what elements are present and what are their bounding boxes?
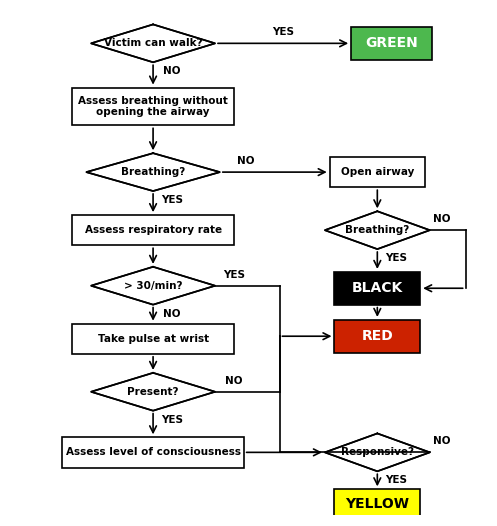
Text: Victim can walk?: Victim can walk? — [104, 38, 202, 48]
Polygon shape — [325, 211, 430, 249]
FancyBboxPatch shape — [63, 437, 244, 468]
Text: NO: NO — [164, 66, 181, 76]
Text: > 30/min?: > 30/min? — [124, 281, 182, 291]
Text: Assess respiratory rate: Assess respiratory rate — [84, 225, 222, 235]
Text: RED: RED — [361, 329, 393, 343]
Text: NO: NO — [238, 156, 255, 166]
Text: Present?: Present? — [127, 387, 179, 397]
Text: NO: NO — [433, 436, 450, 446]
Text: Take pulse at wrist: Take pulse at wrist — [97, 333, 209, 344]
Polygon shape — [91, 373, 215, 411]
FancyBboxPatch shape — [351, 27, 432, 60]
FancyBboxPatch shape — [72, 215, 234, 245]
FancyBboxPatch shape — [334, 489, 420, 520]
Text: YES: YES — [385, 476, 408, 485]
Text: Responsive?: Responsive? — [341, 447, 414, 458]
Text: NO: NO — [226, 376, 243, 386]
FancyBboxPatch shape — [330, 157, 425, 187]
Text: Breathing?: Breathing? — [121, 167, 185, 177]
Polygon shape — [86, 153, 220, 191]
Text: Breathing?: Breathing? — [345, 225, 410, 235]
Text: YES: YES — [272, 27, 294, 37]
FancyBboxPatch shape — [334, 272, 420, 305]
FancyBboxPatch shape — [334, 320, 420, 352]
Text: NO: NO — [433, 214, 450, 224]
Text: Open airway: Open airway — [340, 167, 414, 177]
Text: YES: YES — [385, 253, 408, 263]
FancyBboxPatch shape — [72, 323, 234, 354]
Text: YELLOW: YELLOW — [345, 498, 410, 511]
Text: YES: YES — [161, 195, 183, 205]
FancyBboxPatch shape — [72, 87, 234, 125]
Text: Assess level of consciousness: Assess level of consciousness — [66, 447, 241, 458]
Text: NO: NO — [164, 309, 181, 319]
Polygon shape — [91, 24, 215, 62]
Text: YES: YES — [223, 270, 245, 280]
Polygon shape — [91, 267, 215, 305]
Text: YES: YES — [161, 415, 183, 425]
Text: BLACK: BLACK — [352, 281, 403, 295]
Polygon shape — [325, 433, 430, 471]
Text: Assess breathing without
opening the airway: Assess breathing without opening the air… — [78, 96, 228, 117]
Text: GREEN: GREEN — [365, 36, 418, 50]
